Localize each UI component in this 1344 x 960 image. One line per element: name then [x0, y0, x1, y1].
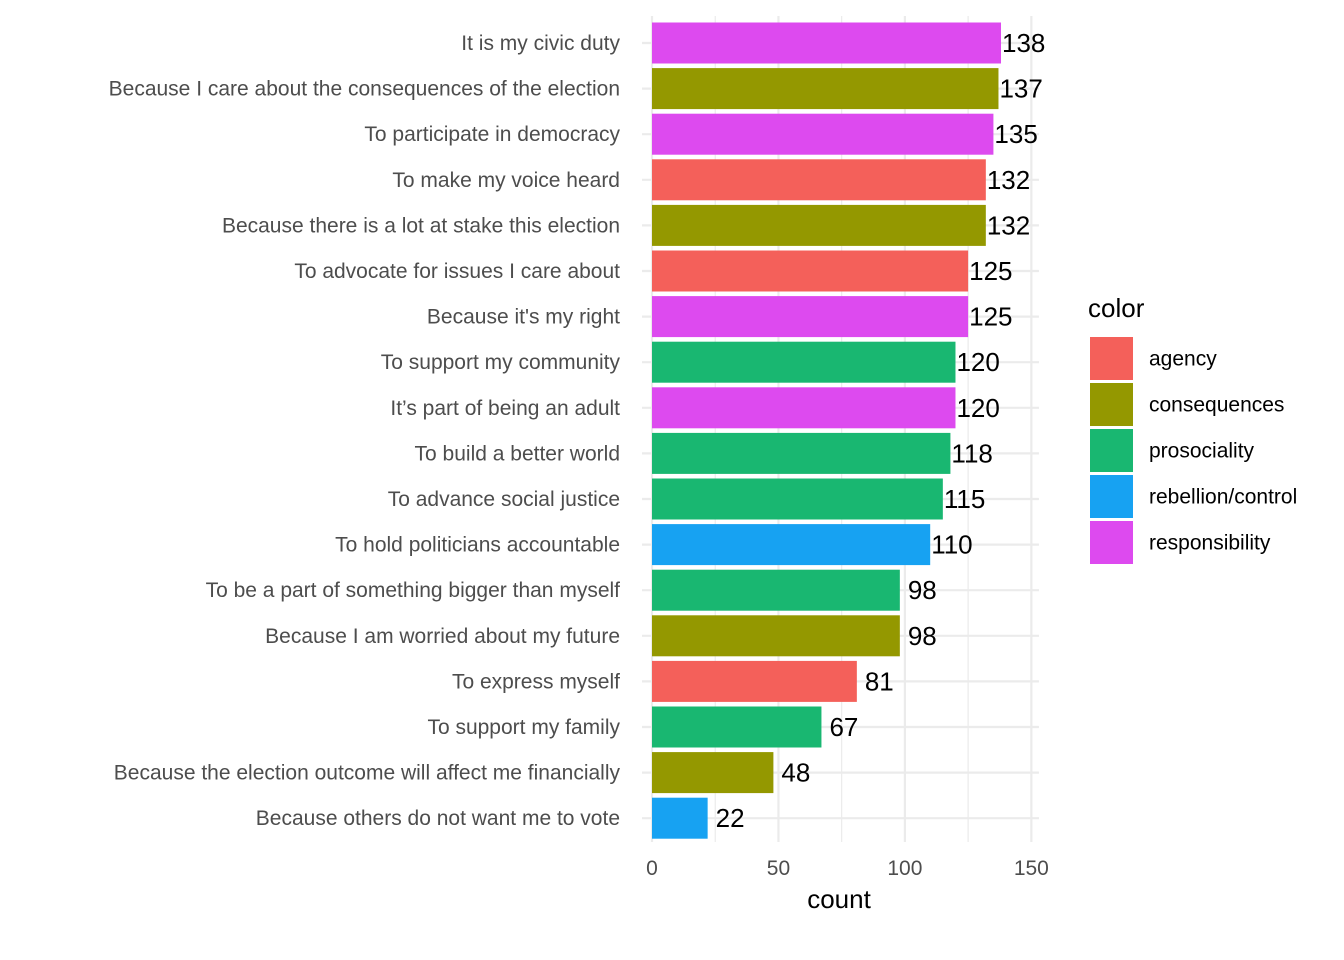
y-tick-label: To participate in democracy	[364, 123, 620, 146]
bar	[652, 22, 1002, 64]
data-label: 48	[781, 758, 810, 788]
y-axis-tick-labels: It is my civic duty Because I care about …	[109, 32, 621, 830]
data-label: 125	[969, 302, 1012, 332]
legend-title: color	[1088, 293, 1145, 323]
y-tick-label: To support my community	[381, 351, 621, 374]
bar	[652, 68, 999, 110]
data-label: 120	[956, 347, 999, 377]
bar	[652, 296, 969, 338]
x-tick-label: 150	[1014, 857, 1049, 880]
bar	[652, 250, 969, 292]
data-label: 110	[931, 530, 972, 560]
bar	[652, 387, 956, 429]
bar	[652, 569, 900, 611]
bar	[652, 752, 774, 794]
legend-key	[1090, 475, 1133, 518]
bar	[652, 797, 708, 839]
data-label: 81	[865, 666, 894, 696]
bar	[652, 341, 956, 383]
data-label: 22	[716, 803, 745, 833]
bar	[652, 660, 857, 702]
y-tick-label: Because I care about the consequences of…	[109, 78, 620, 101]
y-tick-label: Because others do not want me to vote	[256, 807, 620, 830]
x-tick-label: 0	[646, 857, 658, 880]
data-label: 120	[956, 393, 999, 423]
bar	[652, 524, 931, 566]
y-tick-label: Because there is a lot at stake this ele…	[222, 214, 620, 237]
bar	[652, 159, 986, 201]
bar	[652, 113, 994, 155]
legend-label: responsibility	[1149, 532, 1271, 555]
y-tick-label: To advance social justice	[388, 488, 620, 511]
data-label: 67	[829, 712, 858, 742]
legend: color agency consequences prosociality rebe…	[1088, 293, 1297, 564]
data-labels: 138 137 135 132 132 125 125 120 120 118 115 110 98 98…	[716, 28, 1046, 833]
bars	[652, 22, 1002, 839]
bar	[652, 204, 986, 246]
y-tick-label: Because the election outcome will affect…	[114, 762, 621, 785]
y-tick-label: To make my voice heard	[392, 169, 620, 192]
x-axis-tick-labels: 0 50 100 150	[646, 857, 1049, 880]
y-tick-label: To hold politicians accountable	[335, 534, 620, 557]
y-tick-label: To advocate for issues I care about	[294, 260, 620, 283]
x-tick-label: 50	[767, 857, 790, 880]
bar	[652, 706, 822, 748]
y-tick-label: It is my civic duty	[461, 32, 620, 55]
data-label: 135	[994, 119, 1037, 149]
y-tick-label: To support my family	[427, 716, 620, 739]
y-tick-label: To express myself	[452, 670, 620, 693]
data-label: 132	[987, 165, 1030, 195]
bar	[652, 615, 900, 657]
data-label: 118	[951, 438, 992, 468]
data-label: 137	[999, 74, 1042, 104]
data-label: 138	[1002, 28, 1045, 58]
data-label: 115	[944, 484, 985, 514]
legend-key	[1090, 429, 1133, 472]
bar	[652, 432, 951, 474]
y-tick-label: To build a better world	[415, 442, 620, 465]
bar	[652, 478, 943, 520]
y-tick-label: Because it's my right	[427, 306, 620, 329]
legend-key	[1090, 337, 1133, 380]
y-tick-label: Because I am worried about my future	[265, 625, 620, 648]
x-tick-label: 100	[887, 857, 922, 880]
legend-key	[1090, 383, 1133, 426]
legend-label: rebellion/control	[1149, 486, 1297, 509]
legend-key	[1090, 521, 1133, 564]
legend-label: consequences	[1149, 394, 1284, 417]
data-label: 132	[987, 210, 1030, 240]
y-tick-label: To be a part of something bigger than my…	[206, 579, 621, 602]
x-axis-title: count	[807, 884, 871, 914]
y-tick-label: It’s part of being an adult	[390, 397, 620, 420]
data-label: 125	[969, 256, 1012, 286]
data-label: 98	[908, 621, 937, 651]
data-label: 98	[908, 575, 937, 605]
legend-label: agency	[1149, 348, 1217, 371]
legend-label: prosociality	[1149, 440, 1255, 463]
